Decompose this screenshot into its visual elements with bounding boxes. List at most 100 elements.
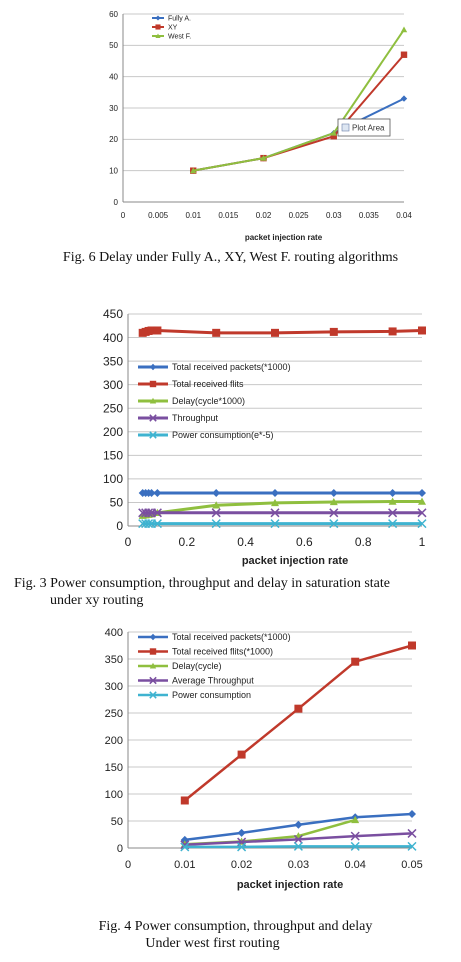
fig4-series-1-point xyxy=(237,750,246,759)
caption-fig3-line2: under xy routing xyxy=(50,593,144,608)
fig6-series-2-point xyxy=(400,26,408,33)
fig3-x-tick-label: 0.6 xyxy=(296,535,313,549)
fig3-series-4-point xyxy=(144,519,154,529)
fig3-y-tick-label: 350 xyxy=(103,354,123,368)
fig3-series-1-point xyxy=(153,326,162,335)
fig6-x-tick-label: 0.015 xyxy=(218,211,239,220)
fig3-x-axis-title: packet injection rate xyxy=(242,555,348,567)
fig4-legend-marker xyxy=(149,648,157,655)
fig3-series-3-point xyxy=(417,508,427,518)
fig4-legend-label: Total received packets(*1000) xyxy=(172,632,291,642)
fig4-series-4-point xyxy=(180,842,190,852)
fig4-y-tick-label: 150 xyxy=(105,762,123,774)
fig4-x-tick-label: 0.03 xyxy=(288,859,309,871)
fig4-legend-label: Total received flits(*1000) xyxy=(172,647,273,657)
chart-fig4: 0 50 100 150 200 250 300 350 400 0 0.01 0.02 0.03 0.0… xyxy=(0,620,461,900)
fig3-y-tick-label: 300 xyxy=(103,378,123,392)
fig4-series-1-point xyxy=(294,704,303,713)
fig4-x-tick-label: 0.01 xyxy=(174,859,195,871)
fig3-series-0-point xyxy=(153,489,162,498)
fig4-x-tick-label: 0.05 xyxy=(401,859,422,871)
fig4-y-tick-label: 350 xyxy=(105,654,123,666)
fig4-y-tick-label: 200 xyxy=(105,735,123,747)
fig3-y-tick-label: 200 xyxy=(103,425,123,439)
fig3-x-tick-label: 0.8 xyxy=(355,535,372,549)
fig6-y-tick-label: 20 xyxy=(109,135,118,144)
fig4-series-0-point xyxy=(408,809,416,818)
fig4-series-4-point xyxy=(237,842,247,852)
fig3-y-tick-label: 400 xyxy=(103,331,123,345)
fig6-series-0-point xyxy=(400,95,408,102)
fig6-series-2-point xyxy=(260,154,267,161)
fig4-series-2-point xyxy=(351,815,360,824)
fig4-series-1-point xyxy=(351,657,360,666)
fig3-series-4-point xyxy=(329,519,339,529)
fig3-series-1-point xyxy=(418,326,426,335)
fig4-series-3-point xyxy=(407,828,417,838)
fig3-legend-label: Delay(cycle*1000) xyxy=(172,396,245,406)
fig3-series-0-point xyxy=(329,489,338,498)
fig3-series-2-point xyxy=(418,497,426,505)
caption-fig4-line1: Fig. 4 Power consumption, throughput and… xyxy=(98,919,373,934)
caption-fig4: Fig. 4 Power consumption, throughput and… xyxy=(0,918,461,952)
fig3-series-1-point xyxy=(271,328,279,337)
fig3-legend-label: Throughput xyxy=(172,413,219,423)
fig6-legend-marker xyxy=(155,15,161,21)
fig3-series-0-point xyxy=(388,489,397,498)
fig4-legend-marker xyxy=(149,691,157,699)
fig4-x-tick-label: 0 xyxy=(125,859,131,871)
fig3-series-4-point xyxy=(211,519,221,529)
fig4-series-3-point xyxy=(350,831,360,841)
caption-fig3-line1: Fig. 3 Power consumption, throughput and… xyxy=(14,576,391,591)
caption-fig6: Fig. 6 Delay under Fully A., XY, West F.… xyxy=(62,250,399,265)
fig3-x-tick-label: 0.2 xyxy=(178,535,195,549)
fig3-legend-label: Total received flits xyxy=(172,379,244,389)
chart-fig3: 0 50 100 150 200 250 300 350 400 450 0 0.2 0.4 0.6 0.8… xyxy=(0,290,461,570)
fig4-legend-marker xyxy=(149,662,157,669)
fig6-y-tick-label: 60 xyxy=(109,10,118,19)
fig3-series-4-point xyxy=(388,519,398,529)
fig3-legend-label: Power consumption(e*-5) xyxy=(172,430,274,440)
fig4-x-tick-label: 0.02 xyxy=(231,859,252,871)
fig4-y-tick-label: 100 xyxy=(105,789,123,801)
fig6-series-line-2 xyxy=(193,29,405,172)
fig6-y-tick-label: 30 xyxy=(109,104,118,113)
fig4-legend-label: Average Throughput xyxy=(172,676,254,686)
fig3-series-0-point xyxy=(212,489,221,498)
fig3-series-3-point xyxy=(152,508,162,518)
fig4-x-axis-title: packet injection rate xyxy=(237,879,343,891)
fig4-x-tick-label: 0.04 xyxy=(344,859,365,871)
fig3-series-0-point xyxy=(271,489,279,498)
fig6-series-1-point xyxy=(400,51,408,58)
fig6-tooltip-box xyxy=(337,118,391,137)
fig6-x-tick-label: 0.005 xyxy=(148,211,169,220)
fig6-legend-label: XY xyxy=(168,24,178,31)
fig4-series-0-point xyxy=(294,820,303,829)
fig4-y-tick-label: 250 xyxy=(105,708,123,720)
fig4-y-tick-label: 400 xyxy=(105,627,123,639)
fig4-series-0-point xyxy=(180,835,189,844)
fig4-y-tick-label: 300 xyxy=(105,681,123,693)
fig4-legend-label: Power consumption xyxy=(172,690,251,700)
fig6-x-tick-label: 0.01 xyxy=(185,211,201,220)
fig3-series-3-point xyxy=(388,508,398,518)
chart-fig4-svg: 0 50 100 150 200 250 300 350 400 0 0.01 0.02 0.03 0.0… xyxy=(105,627,423,891)
fig6-x-tick-label: 0.02 xyxy=(256,211,272,220)
chart-fig3-svg: 0 50 100 150 200 250 300 350 400 450 0 0.2 0.4 0.6 0.8… xyxy=(103,307,427,567)
fig3-series-1-point xyxy=(212,328,221,337)
fig3-y-tick-label: 450 xyxy=(103,307,123,321)
fig3-series-3-point xyxy=(329,508,339,518)
fig3-series-line-1 xyxy=(142,328,423,335)
fig3-series-3-point xyxy=(144,508,154,518)
fig6-y-tick-label: 50 xyxy=(109,41,118,50)
fig4-series-4-point xyxy=(407,841,417,851)
chart-fig6-svg: 0 10 20 30 40 50 60 0 0.005 0.01 0.015 0.02 0.025 0.0… xyxy=(109,10,412,242)
fig6-x-tick-label: 0.04 xyxy=(396,211,412,220)
fig3-series-2-point xyxy=(329,497,338,506)
fig4-series-4-point xyxy=(350,841,360,851)
fig3-legend-marker xyxy=(149,414,157,422)
fig3-legend-marker xyxy=(149,397,157,404)
caption-fig4-line2: Under west first routing xyxy=(145,936,280,951)
fig3-series-2-point xyxy=(212,501,221,509)
fig3-legend-marker xyxy=(149,363,157,371)
